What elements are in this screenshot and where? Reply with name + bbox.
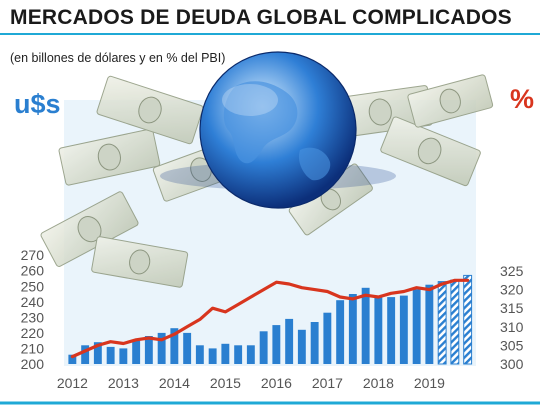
- bar: [195, 345, 204, 364]
- bar: [272, 325, 281, 364]
- bar: [285, 318, 294, 364]
- left-tick-label: 260: [21, 263, 45, 279]
- bar: [259, 331, 268, 364]
- left-tick-label: 220: [21, 325, 45, 341]
- bar: [93, 342, 102, 364]
- left-tick-label: 200: [21, 356, 45, 372]
- bar: [336, 300, 345, 364]
- bar: [170, 328, 179, 364]
- bar: [208, 348, 217, 364]
- x-axis: 2012 2013 2014 2015 2016 2017 2018 2019: [57, 375, 445, 391]
- money-stacks-image: [40, 74, 494, 288]
- chart-subtitle: (en billones de dólares y en % del PBI): [10, 51, 225, 65]
- left-tick-label: 250: [21, 278, 45, 294]
- bar: [157, 332, 166, 364]
- bar: [387, 297, 396, 364]
- bar: [425, 284, 434, 364]
- bar: [234, 345, 243, 364]
- chart-title: MERCADOS DE DEUDA GLOBAL COMPLICADOS: [10, 6, 512, 29]
- left-tick-label: 240: [21, 294, 45, 310]
- right-tick-label: 310: [500, 319, 524, 335]
- bar: [437, 281, 447, 365]
- x-tick-label: 2012: [57, 375, 88, 391]
- bar: [412, 289, 421, 364]
- right-tick-label: 315: [500, 300, 524, 316]
- bar-series: [68, 274, 473, 365]
- left-tick-label: 230: [21, 309, 45, 325]
- bar: [374, 295, 383, 364]
- globe-image: [160, 51, 396, 209]
- bar: [348, 294, 357, 364]
- bar: [463, 274, 473, 365]
- bar: [297, 329, 306, 364]
- bar: [399, 295, 408, 364]
- right-tick-label: 320: [500, 282, 524, 298]
- right-tick-label: 325: [500, 263, 524, 279]
- bar: [450, 279, 460, 365]
- bar: [361, 287, 370, 364]
- pbi-line: [70, 278, 470, 359]
- line-series: [70, 278, 470, 359]
- left-axis-unit: u$s: [14, 89, 61, 119]
- bar: [323, 312, 332, 364]
- x-tick-label: 2013: [108, 375, 139, 391]
- x-tick-label: 2017: [312, 375, 343, 391]
- left-tick-label: 270: [21, 247, 45, 263]
- x-tick-label: 2014: [159, 375, 190, 391]
- x-tick-label: 2015: [210, 375, 241, 391]
- left-tick-label: 210: [21, 340, 45, 356]
- x-tick-label: 2018: [363, 375, 394, 391]
- bar: [183, 332, 192, 364]
- x-tick-label: 2019: [414, 375, 445, 391]
- bar: [81, 345, 90, 364]
- bar: [144, 336, 153, 364]
- bar: [310, 322, 319, 364]
- bar: [246, 345, 255, 364]
- x-tick-label: 2016: [261, 375, 292, 391]
- bar: [119, 348, 128, 364]
- right-tick-label: 305: [500, 337, 524, 353]
- bar: [68, 354, 77, 364]
- bar: [221, 343, 230, 364]
- bar: [132, 340, 141, 364]
- right-tick-label: 300: [500, 356, 524, 372]
- right-axis-unit: %: [510, 84, 534, 114]
- right-axis: 300 305 310 315 320 325: [500, 263, 524, 372]
- bar: [106, 346, 115, 364]
